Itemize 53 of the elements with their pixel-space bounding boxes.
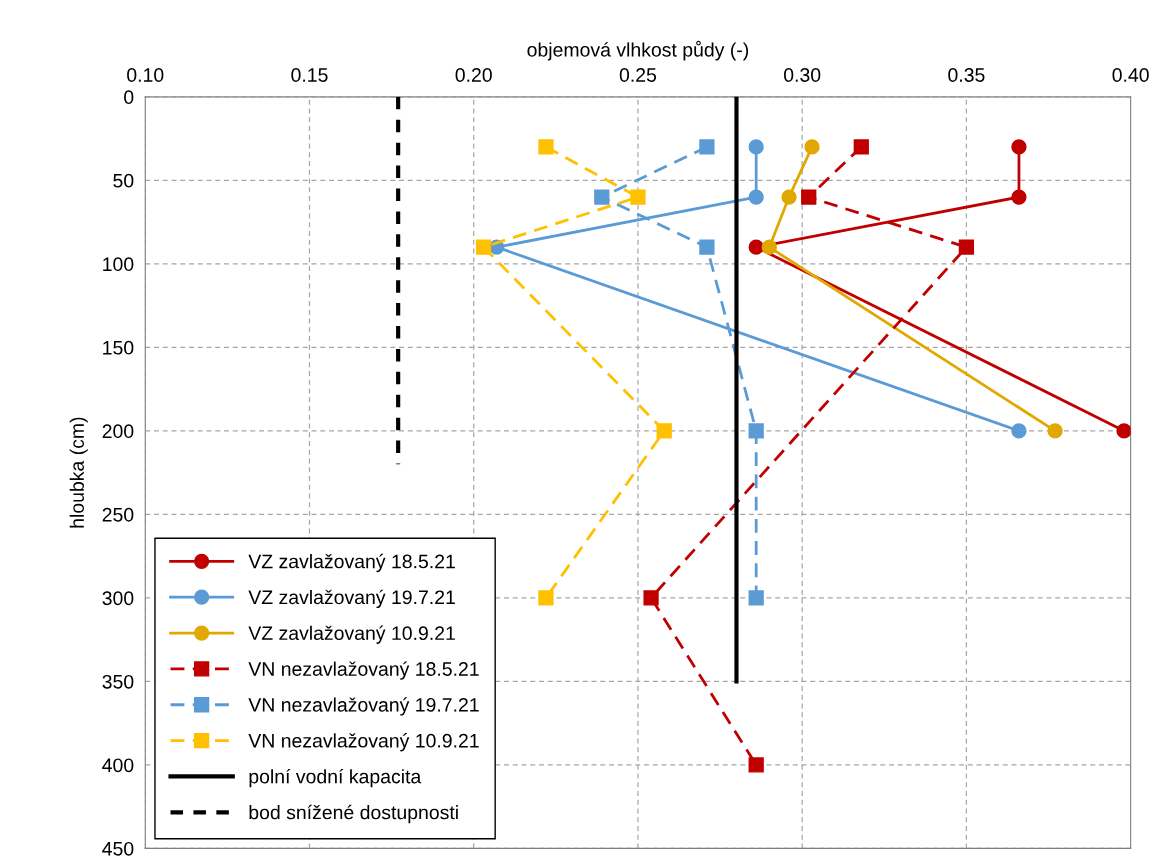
y-tick-label: 450 <box>102 841 134 856</box>
point <box>699 239 715 255</box>
point <box>748 189 764 205</box>
x-tick-label: 0.20 <box>455 68 492 82</box>
x-tick-label: 0.35 <box>948 68 985 82</box>
y-tick-label: 200 <box>102 424 134 439</box>
legend-label: VZ zavlažovaný 10.9.21 <box>248 625 455 644</box>
point <box>699 139 715 155</box>
y-tick-label: 50 <box>113 173 134 188</box>
x-tick-label: 0.30 <box>784 68 821 82</box>
point <box>1011 189 1027 205</box>
y-tick-label: 0 <box>124 90 134 105</box>
point <box>538 139 554 155</box>
legend-label: VN nezavlažovaný 19.7.21 <box>248 697 479 716</box>
legend-label: bod snížené dostupnosti <box>249 804 458 824</box>
legend-label: polní vodní kapacita <box>249 768 422 788</box>
point <box>656 423 672 439</box>
point <box>748 590 764 606</box>
point <box>475 239 492 255</box>
point <box>1047 423 1063 439</box>
legend-label: VN nezavlažovaný 18.5.21 <box>248 661 479 680</box>
x-tick-label: 0.15 <box>291 68 328 82</box>
point <box>538 590 554 606</box>
x-axis-title: objemová vlhkost půdy (-) <box>527 40 749 61</box>
point <box>748 757 764 773</box>
point <box>643 590 659 606</box>
y-tick-label: 250 <box>102 507 134 522</box>
point <box>853 139 869 155</box>
point <box>1011 423 1027 439</box>
legend-label: VZ zavlažovaný 18.5.21 <box>248 553 455 573</box>
x-tick-label: 0.10 <box>127 68 164 82</box>
x-tick-label: 0.25 <box>619 68 657 82</box>
point <box>748 423 764 439</box>
y-tick-label: 400 <box>102 758 134 773</box>
legend-label: VN nezavlažovaný 10.9.21 <box>248 733 479 752</box>
point <box>1116 423 1131 439</box>
y-tick-label: 100 <box>103 257 134 272</box>
point <box>1011 139 1027 155</box>
y-tick-label: 150 <box>103 340 134 355</box>
point <box>761 239 777 255</box>
point <box>801 189 817 205</box>
point <box>804 139 820 155</box>
point <box>781 189 797 205</box>
point <box>748 139 764 155</box>
y-tick-label: 300 <box>102 591 134 606</box>
point <box>630 189 646 205</box>
legend-label: VZ zavlažovaný 19.7.21 <box>248 589 455 609</box>
y-tick-label: 350 <box>102 674 134 689</box>
point <box>958 239 975 255</box>
point <box>748 239 764 255</box>
x-tick-label: 0.40 <box>1112 68 1149 82</box>
y-axis-title: hloubka (cm) <box>69 417 88 528</box>
point <box>594 189 610 205</box>
